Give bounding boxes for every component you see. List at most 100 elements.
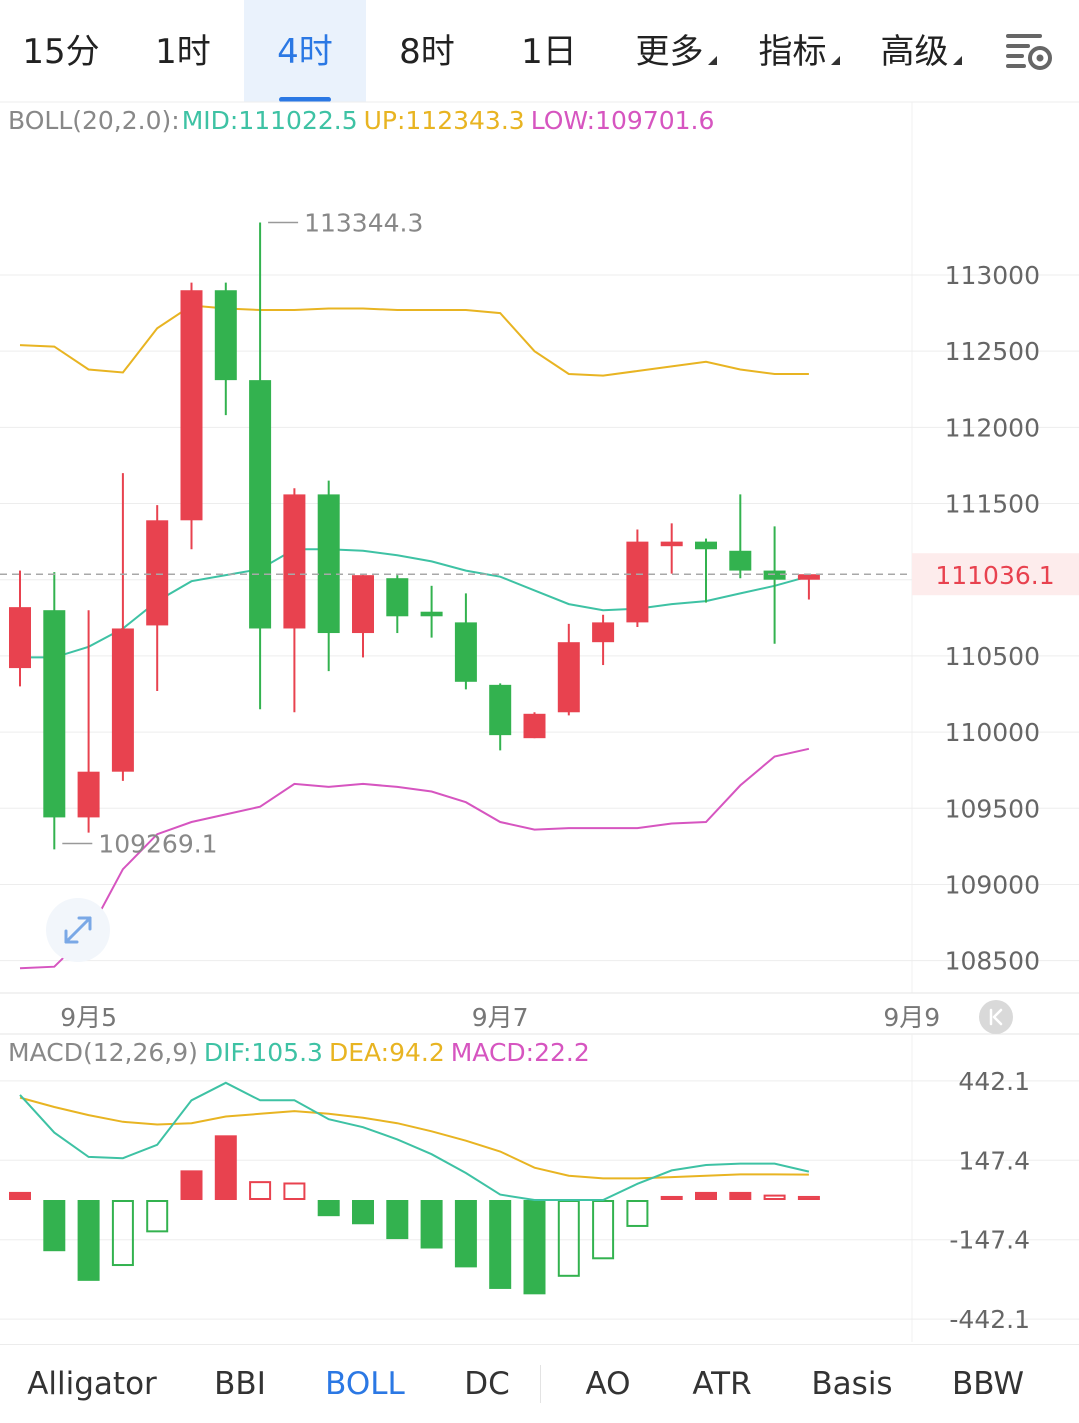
macd-histogram-bar — [111, 1200, 134, 1267]
indicator-tab-label: Alligator — [27, 1366, 157, 1402]
timeframe-bar: 15分 1时 4时 8时 1日 更多 指标 高级 — [0, 0, 1079, 102]
macd-legend: MACD(12,26,9) DIF:105.3 DEA:94.2 MACD:22.2 — [8, 1038, 596, 1068]
macd-histogram-bar — [420, 1200, 443, 1249]
price-tick-label: 112000 — [945, 413, 1040, 442]
macd-histogram-bar — [489, 1200, 512, 1289]
candle-body — [283, 494, 306, 629]
current-price-label: 111036.1 — [935, 561, 1054, 590]
boll-low-line — [19, 747, 810, 970]
dropdown-corner-icon — [830, 56, 840, 65]
tab-label: 高级 — [880, 32, 949, 72]
candle-body — [317, 494, 340, 634]
tab-1h[interactable]: 1时 — [122, 0, 244, 102]
indicator-tab-label: BOLL — [325, 1366, 405, 1402]
indicator-tab-bbi[interactable]: BBI — [190, 1345, 290, 1421]
macd-histogram-bar — [626, 1200, 649, 1227]
candle-body — [352, 575, 374, 634]
macd-dif-line — [19, 1081, 810, 1201]
candle-body — [249, 380, 272, 629]
candle-body — [420, 611, 443, 617]
macd-legend-name: MACD(12,26,9) — [8, 1038, 198, 1067]
indicator-tab-boll[interactable]: BOLL — [305, 1345, 425, 1421]
indicator-tab-label: DC — [464, 1366, 510, 1402]
tab-4h[interactable]: 4时 — [244, 0, 366, 102]
macd-histogram-bar — [352, 1200, 374, 1225]
fullscreen-expand-button[interactable] — [46, 898, 110, 962]
candle-body — [214, 290, 237, 381]
candle-body — [489, 684, 512, 736]
tab-label: 15分 — [22, 32, 100, 72]
tab-label: 1日 — [521, 32, 577, 72]
price-tick-label: 110500 — [945, 642, 1040, 671]
extreme-price-label: 109269.1 — [98, 829, 217, 858]
tab-1d[interactable]: 1日 — [488, 0, 610, 102]
macd-tick-label: 442.1 — [958, 1067, 1030, 1096]
price-tick-label: 110000 — [945, 718, 1040, 747]
indicator-tab-atr[interactable]: ATR — [672, 1345, 772, 1421]
price-tick-label: 112500 — [945, 337, 1040, 366]
boll-legend-mid: MID:111022.5 — [181, 106, 358, 135]
price-tick-label: 111500 — [945, 490, 1040, 519]
macd-histogram-bar — [214, 1135, 237, 1200]
macd-histogram-bar — [797, 1195, 820, 1201]
indicator-tab-basis[interactable]: Basis — [796, 1345, 908, 1421]
indicator-tab-label: ATR — [692, 1366, 752, 1402]
macd-histogram-bar — [9, 1191, 31, 1200]
date-tick-label: 9月9 — [883, 1003, 940, 1032]
active-tab-indicator — [279, 97, 331, 102]
price-tick-label: 109000 — [945, 870, 1040, 899]
macd-histogram-bar — [283, 1182, 306, 1201]
tab-label: 更多 — [635, 32, 704, 72]
date-tick-label: 9月5 — [60, 1003, 117, 1032]
boll-mid-line — [20, 548, 810, 659]
date-tick-label: 9月7 — [472, 1003, 529, 1032]
skip-to-end-icon — [989, 1008, 1003, 1026]
macd-histogram-bar — [43, 1200, 66, 1252]
boll-legend-low: LOW:109701.6 — [530, 106, 715, 135]
indicator-tab-dc[interactable]: DC — [440, 1345, 534, 1421]
tab-advanced[interactable]: 高级 — [860, 0, 982, 102]
candle-body — [146, 520, 169, 626]
candle-body — [763, 570, 786, 580]
scroll-to-latest-button[interactable] — [979, 1000, 1013, 1034]
candle-body — [729, 550, 752, 571]
macd-legend-dea: DEA:94.2 — [328, 1038, 445, 1067]
indicator-tab-alligator[interactable]: Alligator — [20, 1345, 164, 1421]
macd-tick-label: 147.4 — [958, 1146, 1030, 1175]
candle-body — [797, 574, 820, 580]
dropdown-corner-icon — [707, 56, 717, 65]
macd-tick-label: -147.4 — [949, 1226, 1030, 1255]
candle-body — [9, 607, 31, 669]
macd-dea-line — [19, 1096, 809, 1180]
macd-histogram-bar — [146, 1200, 169, 1233]
chart-settings-icon[interactable] — [1004, 30, 1054, 74]
boll-legend-name: BOLL(20,2.0): — [8, 106, 180, 135]
macd-histogram-bar — [660, 1195, 683, 1200]
boll-legend: BOLL(20,2.0):MID:111022.5 UP:112343.3 LOW:… — [8, 106, 720, 136]
candle-body — [695, 541, 717, 550]
macd-histogram-bar — [695, 1191, 717, 1200]
macd-histogram-bar — [592, 1200, 615, 1260]
candle-body — [523, 713, 546, 739]
boll-up-line — [19, 304, 809, 377]
candle-body — [454, 622, 477, 682]
macd-histogram-bar — [180, 1170, 203, 1200]
price-tick-label: 109500 — [945, 794, 1040, 823]
macd-legend-dif: DIF:105.3 — [203, 1038, 323, 1067]
macd-histogram-bar — [249, 1181, 272, 1201]
tab-indicators[interactable]: 指标 — [738, 0, 860, 102]
tab-15m[interactable]: 15分 — [0, 0, 122, 102]
tab-8h[interactable]: 8时 — [366, 0, 488, 102]
macd-histogram-bar — [557, 1200, 580, 1277]
indicator-tab-label: Basis — [811, 1366, 893, 1402]
extreme-price-label: 113344.3 — [304, 209, 423, 238]
expand-arrows-icon — [64, 916, 92, 944]
indicator-tabs: Alligator BBI BOLL DC AO ATR Basis BBW — [0, 1344, 1079, 1421]
tab-more[interactable]: 更多 — [615, 0, 737, 102]
macd-histogram-bar — [317, 1200, 340, 1217]
indicator-tab-ao[interactable]: AO — [560, 1345, 656, 1421]
tab-divider — [540, 1365, 541, 1403]
price-chart[interactable]: 108500 109000 109500 110000 110500 111500 1120… — [0, 0, 1079, 1344]
macd-histogram-bar — [523, 1200, 546, 1295]
indicator-tab-bbw[interactable]: BBW — [934, 1345, 1042, 1421]
